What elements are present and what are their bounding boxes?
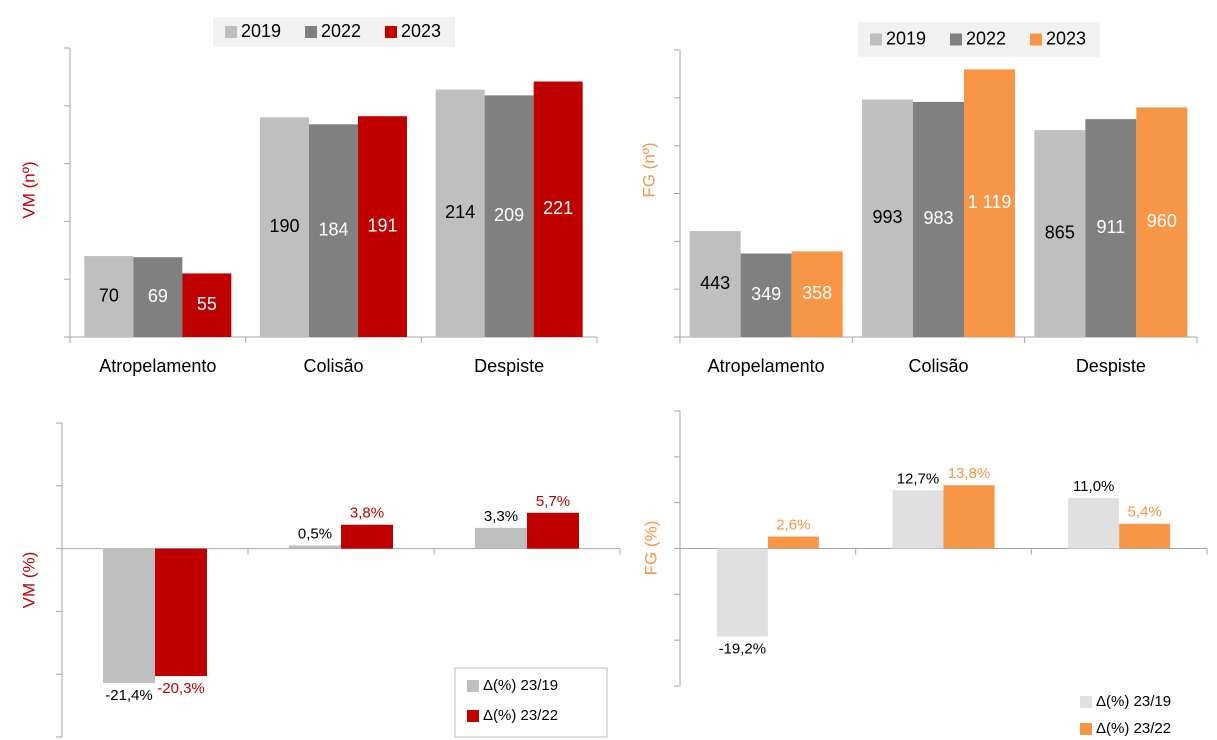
bar (767, 536, 819, 549)
value-label: 2,6% (776, 517, 810, 534)
value-label: 993 (872, 207, 902, 227)
bar (527, 512, 579, 549)
value-label: -19,2% (719, 640, 767, 657)
bar (84, 256, 134, 337)
x-tick-label: Atropelamento (99, 356, 216, 376)
bar (133, 257, 183, 337)
bar (435, 89, 485, 337)
bar (475, 527, 527, 549)
value-label: 184 (318, 219, 348, 239)
value-label: 3,3% (484, 508, 518, 525)
bar (309, 124, 358, 338)
value-label: 1 119 (968, 192, 1012, 212)
bar (260, 117, 309, 337)
bar (689, 231, 741, 337)
value-label: -20,3% (157, 680, 205, 697)
value-label: 11,0% (1073, 478, 1114, 495)
value-label: 911 (1096, 217, 1125, 237)
x-tick-label: Despiste (474, 356, 544, 376)
value-label: 0,5% (298, 525, 332, 542)
value-label: 5,7% (536, 493, 570, 510)
value-label: 349 (751, 284, 781, 304)
legend-box (858, 22, 1100, 57)
legend-box (213, 17, 455, 47)
value-label: 209 (494, 205, 524, 225)
legend-swatch (1030, 33, 1042, 46)
legend-box (454, 667, 608, 738)
value-label: 55 (197, 294, 217, 314)
legend-label: Δ(%) 23/22 (1096, 720, 1171, 737)
value-label: 70 (99, 285, 119, 305)
value-label: 221 (543, 198, 573, 218)
bar (155, 548, 207, 677)
x-tick-label: Atropelamento (708, 356, 825, 376)
legend-label: 2023 (1046, 28, 1086, 48)
legend-label: Δ(%) 23/19 (483, 677, 558, 694)
value-label: 5,4% (1128, 504, 1162, 521)
value-label: 190 (269, 216, 299, 236)
bar (1136, 107, 1188, 338)
bar (484, 95, 534, 338)
y-axis-label: VM (nº) (19, 161, 38, 218)
legend-swatch (467, 680, 479, 692)
bar (182, 273, 232, 337)
legend-label: 2019 (886, 28, 926, 48)
bar (341, 524, 393, 549)
legend-label: 2022 (321, 21, 361, 41)
bar (1034, 130, 1086, 337)
legend-swatch (467, 710, 479, 722)
bar (533, 81, 583, 337)
legend-swatch (305, 26, 317, 38)
value-label: 69 (148, 286, 168, 306)
value-label: 983 (923, 208, 953, 228)
value-label: 358 (802, 283, 832, 303)
x-tick-label: Colisão (908, 356, 968, 376)
bar (1068, 498, 1120, 549)
legend-label: Δ(%) 23/19 (1096, 693, 1171, 710)
x-tick-label: Despiste (1076, 356, 1146, 376)
bar (964, 69, 1015, 337)
value-label: 443 (700, 273, 730, 293)
bar (913, 101, 964, 337)
bar (358, 116, 407, 337)
y-axis-label: FG (nº) (639, 142, 658, 197)
bar (943, 485, 995, 549)
y-axis-label: VM (%) (19, 552, 38, 609)
legend-swatch (870, 33, 882, 46)
bar (791, 251, 843, 337)
legend-swatch (950, 33, 962, 46)
bar (103, 548, 155, 683)
value-label: 13,8% (948, 465, 991, 482)
value-label: 3,8% (350, 505, 384, 522)
legend-label: Δ(%) 23/22 (483, 707, 558, 724)
y-axis-label: FG (%) (641, 521, 660, 576)
value-label: -21,4% (105, 687, 153, 704)
bar (862, 99, 913, 337)
value-label: 12,7% (897, 470, 940, 487)
legend-swatch (1080, 723, 1092, 735)
legend-swatch (385, 26, 397, 38)
legend-swatch (1080, 696, 1092, 708)
bar (1119, 523, 1171, 549)
value-label: 214 (445, 202, 475, 222)
legend-label: 2022 (966, 28, 1006, 48)
x-tick-label: Colisão (303, 356, 363, 376)
bar (740, 253, 792, 337)
bar (716, 548, 768, 637)
legend-swatch (225, 26, 237, 38)
value-label: 191 (367, 215, 397, 235)
bar (1085, 119, 1137, 337)
bar (892, 490, 944, 549)
bar (289, 545, 341, 549)
legend-label: 2019 (241, 21, 281, 41)
legend-label: 2023 (401, 21, 441, 41)
value-label: 960 (1147, 211, 1177, 231)
value-label: 865 (1045, 222, 1075, 242)
